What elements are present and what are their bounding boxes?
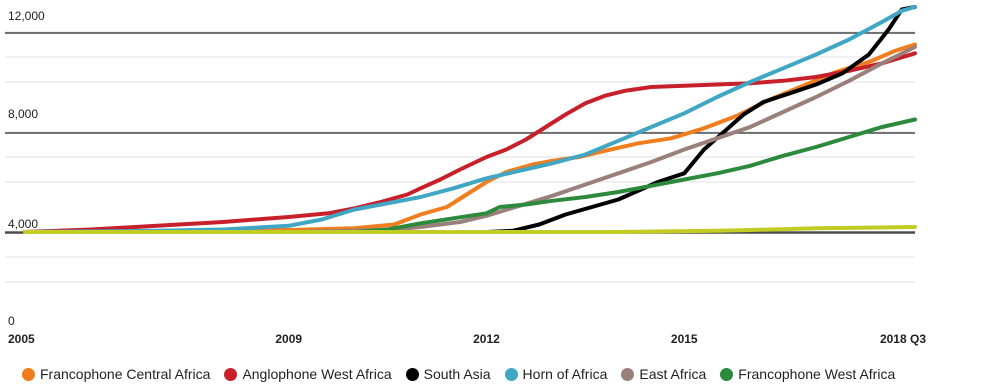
legend-entry: Anglophone West Africa bbox=[224, 366, 392, 382]
legend-label: Francophone Central Africa bbox=[40, 366, 211, 382]
series-line-east-africa bbox=[23, 45, 917, 234]
legend-label: Anglophone West Africa bbox=[242, 366, 392, 382]
y-tick-label: 12,000 bbox=[8, 9, 45, 23]
series-line-horn-of-africa bbox=[23, 5, 917, 234]
legend-entry: Francophone Central Africa bbox=[22, 366, 210, 382]
legend-swatch bbox=[405, 367, 419, 381]
x-tick-label: 2015 bbox=[671, 332, 698, 346]
x-tick-label: 2005 bbox=[8, 332, 35, 346]
legend-entry: East Africa bbox=[621, 366, 706, 382]
x-tick-label: 2018 Q3 bbox=[880, 332, 926, 346]
legend-swatch bbox=[224, 367, 238, 381]
series-lines bbox=[23, 5, 917, 234]
chart-legend: Francophone Central Africa Anglophone Wes… bbox=[22, 366, 895, 382]
legend-label: Horn of Africa bbox=[522, 366, 608, 382]
legend-swatch bbox=[504, 367, 518, 381]
legend-entry: Francophone West Africa bbox=[720, 366, 895, 382]
legend-entry: Horn of Africa bbox=[504, 366, 608, 382]
y-axis-tick-labels: 0 4,000 8,000 12,000 bbox=[8, 9, 45, 328]
x-tick-label: 2009 bbox=[275, 332, 302, 346]
series-line-francophone-west-africa bbox=[23, 117, 917, 234]
series-line-francophone-central-africa bbox=[23, 42, 917, 234]
x-axis-tick-labels: 2005 2009 2012 2015 2018 Q3 bbox=[8, 332, 926, 346]
legend-entry: South Asia bbox=[405, 366, 491, 382]
series-line-anglophone-west-africa bbox=[23, 51, 917, 234]
y-tick-label: 4,000 bbox=[8, 217, 38, 231]
legend-swatch bbox=[22, 367, 35, 381]
series-line-unnamed-6 bbox=[23, 225, 917, 234]
legend-swatch bbox=[720, 367, 734, 381]
legend-label: South Asia bbox=[423, 366, 491, 382]
legend-label: East Africa bbox=[639, 366, 707, 382]
line-chart: 0 4,000 8,000 12,000 2005 2009 2012 2015 2018 Q… bbox=[5, 5, 926, 346]
legend-swatch bbox=[621, 367, 635, 381]
y-tick-label: 0 bbox=[8, 314, 15, 328]
legend-label: Francophone West Africa bbox=[738, 366, 896, 382]
y-tick-label: 8,000 bbox=[8, 107, 38, 121]
x-tick-label: 2012 bbox=[473, 332, 500, 346]
